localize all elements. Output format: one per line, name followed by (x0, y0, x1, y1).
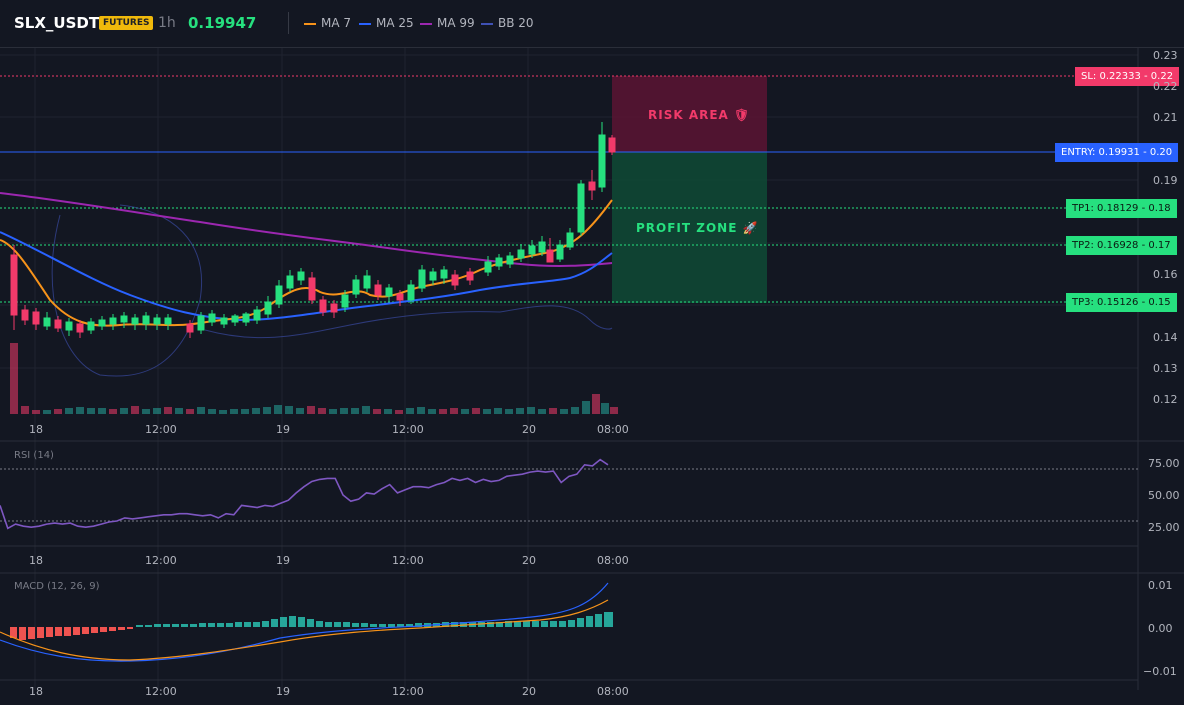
ma7-line (0, 199, 613, 327)
price-tick: 0.16 (1153, 268, 1178, 281)
macd-tick: 0.00 (1148, 622, 1173, 635)
price-tick: 0.22 (1153, 80, 1178, 93)
price-tick: 0.19 (1153, 174, 1178, 187)
risk-area-label: RISK AREA 🛡 (648, 108, 751, 122)
time-tick: 12:00 (145, 423, 177, 436)
macd-time-tick: 20 (522, 685, 536, 698)
bb-upper-band (51, 204, 202, 377)
macd-time-tick: 12:00 (145, 685, 177, 698)
legend-bb20-label: BB 20 (498, 16, 534, 30)
tp1-tag[interactable]: TP1: 0.18129 - 0.18 (1066, 199, 1177, 218)
time-tick: 20 (522, 423, 536, 436)
ma99-line (0, 192, 613, 267)
price-tick: 0.21 (1153, 111, 1178, 124)
rsi-tick: 50.00 (1148, 489, 1180, 502)
macd-tick: −0.01 (1143, 665, 1177, 678)
tp3-tag-label: TP3: 0.15126 (1072, 297, 1139, 308)
entry-tag-axis: 0.20 (1149, 147, 1173, 158)
rsi-time-tick: 19 (276, 554, 290, 567)
last-price: 0.19947 (188, 14, 257, 32)
rsi-title[interactable]: RSI (14) (14, 450, 54, 461)
sl-tag[interactable]: SL: 0.22333 - 0.22 (1075, 67, 1180, 86)
macd-histogram (10, 612, 613, 640)
rsi-tick: 75.00 (1148, 457, 1180, 470)
legend-ma25-label: MA 25 (376, 16, 414, 30)
bb20-swatch (481, 22, 493, 25)
futures-badge: FUTURES (99, 16, 154, 30)
candlesticks (10, 122, 616, 338)
legend-ma25[interactable]: MA 25 (359, 16, 414, 30)
ma25-line (0, 231, 613, 322)
rsi-tick: 25.00 (1148, 521, 1180, 534)
legend-ma99-label: MA 99 (437, 16, 475, 30)
time-tick: 19 (276, 423, 290, 436)
tp3-tag-axis: 0.15 (1148, 297, 1171, 308)
tp3-tag[interactable]: TP3: 0.15126 - 0.15 (1066, 293, 1177, 312)
risk-area-box[interactable] (612, 76, 767, 152)
symbol-name[interactable]: SLX_USDT (14, 14, 100, 32)
tp2-tag-axis: 0.17 (1148, 240, 1171, 251)
ma25-swatch (359, 22, 371, 25)
bb-lower-band (204, 305, 613, 339)
header-divider (288, 12, 289, 34)
profit-zone-box[interactable] (612, 152, 767, 303)
macd-time-tick: 18 (29, 685, 43, 698)
price-tick: 0.13 (1153, 362, 1178, 375)
macd-time-tick: 19 (276, 685, 290, 698)
sl-tag-axis: 0.22 (1150, 71, 1174, 82)
tp1-tag-label: TP1: 0.18129 (1072, 203, 1139, 214)
rsi-time-tick: 18 (29, 554, 43, 567)
profit-zone-label: PROFIT ZONE 🚀 (636, 221, 759, 235)
rsi-line (0, 458, 609, 530)
tp1-tag-axis: 0.18 (1148, 203, 1171, 214)
price-tick: 0.14 (1153, 331, 1178, 344)
entry-tag-label: ENTRY: 0.19931 (1061, 147, 1140, 158)
legend-ma7-label: MA 7 (321, 16, 352, 30)
sl-tag-label: SL: 0.22333 (1081, 71, 1141, 82)
legend-ma7[interactable]: MA 7 (304, 16, 351, 30)
volume-bars (10, 343, 618, 414)
ma99-swatch (420, 22, 432, 25)
tp2-tag[interactable]: TP2: 0.16928 - 0.17 (1066, 236, 1177, 255)
macd-line (0, 582, 609, 662)
rsi-time-tick: 08:00 (597, 554, 629, 567)
time-tick: 08:00 (597, 423, 629, 436)
time-tick: 12:00 (392, 423, 424, 436)
entry-tag[interactable]: ENTRY: 0.19931 - 0.20 (1055, 143, 1179, 162)
price-tick: 0.23 (1153, 49, 1178, 62)
macd-tick: 0.01 (1148, 579, 1173, 592)
macd-signal-line (0, 599, 609, 661)
rsi-time-tick: 12:00 (145, 554, 177, 567)
ma7-swatch (304, 22, 316, 25)
legend-ma99[interactable]: MA 99 (420, 16, 475, 30)
chart-header: SLX_USDT FUTURES 1h 0.19947 MA 7 MA 25 M… (0, 0, 1184, 48)
macd-time-tick: 08:00 (597, 685, 629, 698)
rsi-time-tick: 12:00 (392, 554, 424, 567)
legend-bb20[interactable]: BB 20 (481, 16, 534, 30)
timeframe-label[interactable]: 1h (158, 15, 176, 31)
macd-time-tick: 12:00 (392, 685, 424, 698)
time-tick: 18 (29, 423, 43, 436)
rsi-time-tick: 20 (522, 554, 536, 567)
price-tick: 0.12 (1153, 393, 1178, 406)
macd-title[interactable]: MACD (12, 26, 9) (14, 581, 100, 592)
tp2-tag-label: TP2: 0.16928 (1072, 240, 1139, 251)
